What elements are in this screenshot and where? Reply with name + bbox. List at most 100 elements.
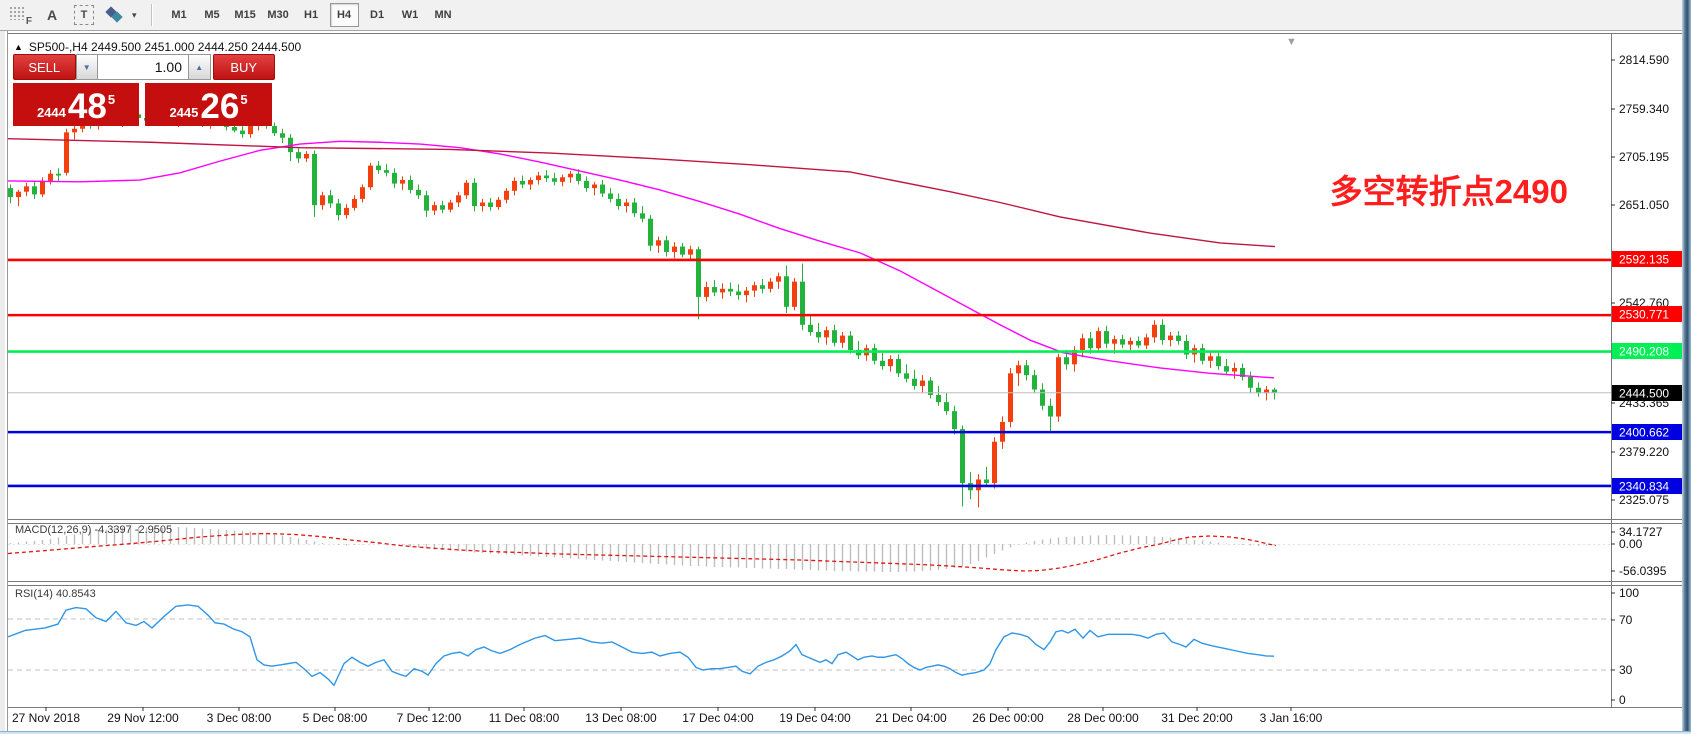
symbol-quote-text: SP500-,H4 2449.500 2451.000 2444.250 244…	[28, 40, 302, 54]
candle-body	[544, 175, 549, 179]
candle-body	[992, 441, 997, 484]
price-tick-label: 2759.340	[1619, 102, 1669, 116]
candle-body	[608, 193, 613, 199]
text-box-icon[interactable]: T	[72, 3, 96, 27]
candle-body	[1184, 340, 1189, 355]
objects-dropdown[interactable]: ▾	[104, 3, 137, 27]
time-tick-label: 19 Dec 04:00	[779, 711, 851, 725]
ma-fast-line	[8, 140, 1275, 379]
timeframe-h4[interactable]: H4	[329, 3, 359, 27]
rsi-indicator-label: RSI(14) 40.8543	[15, 588, 96, 600]
candle-body	[48, 173, 53, 181]
rsi-tick-label: 30	[1619, 663, 1633, 677]
candle-body	[1152, 324, 1157, 338]
buy-price-small: 2445	[169, 105, 199, 120]
buy-price-box[interactable]: 2445 26 5	[145, 83, 272, 126]
candle-body	[240, 130, 245, 135]
price-badge-label: 2444.500	[1619, 387, 1669, 401]
candle-body	[80, 123, 85, 129]
volume-input[interactable]	[98, 54, 188, 80]
candle-body	[296, 152, 301, 159]
candle-body	[232, 126, 237, 131]
candle-body	[848, 335, 853, 350]
collapse-panel-icon[interactable]: ▲	[14, 42, 23, 52]
candle-body	[8, 188, 13, 198]
window-bottom-edge	[0, 731, 1691, 734]
buy-price-big: 26	[200, 87, 240, 126]
candle-body	[712, 287, 717, 293]
sell-price-big: 48	[67, 87, 107, 126]
sell-button[interactable]: SELL	[13, 54, 76, 80]
chart-shift-marker-icon[interactable]: ▼	[1286, 36, 1297, 48]
candle-body	[32, 186, 37, 195]
candle-body	[960, 429, 965, 484]
candle-body	[384, 170, 389, 173]
candle-body	[400, 180, 405, 184]
macd-tick-label: 34.1727	[1619, 525, 1663, 539]
price-badge	[1612, 306, 1682, 322]
timeframe-w1[interactable]: W1	[401, 9, 419, 21]
window-right-edge[interactable]	[1682, 0, 1691, 734]
volume-decrease-button[interactable]: ▼	[75, 54, 98, 80]
candle-body	[24, 186, 29, 192]
timeframe-m30[interactable]: M30	[267, 9, 289, 21]
buy-price-sup: 5	[240, 92, 248, 107]
candle-body	[1136, 340, 1141, 346]
rsi-tick-label: 100	[1619, 586, 1639, 600]
candle-body	[432, 205, 437, 211]
price-badge-label: 2530.771	[1619, 308, 1669, 322]
candle-body	[880, 360, 885, 367]
candle-body	[344, 207, 349, 216]
macd-indicator-label: MACD(12,26,9) -4.3397 -2.9505	[15, 524, 173, 536]
candle-body	[760, 285, 765, 289]
timeframe-mn[interactable]: MN	[434, 9, 452, 21]
diamond-objects-icon	[104, 5, 130, 25]
candle-body	[480, 202, 485, 207]
candle-body	[776, 276, 781, 282]
timeframe-m15[interactable]: M15	[234, 9, 256, 21]
candle-body	[840, 335, 845, 343]
candle-body	[1224, 366, 1229, 372]
candle-body	[736, 291, 741, 296]
grid-dots-icon	[9, 6, 25, 20]
volume-increase-button[interactable]: ▲	[188, 54, 211, 80]
candle-body	[1240, 367, 1245, 377]
timeframe-m5[interactable]: M5	[204, 9, 220, 21]
candle-body	[752, 285, 757, 291]
candle-body	[496, 199, 501, 207]
price-badge	[1612, 424, 1682, 440]
indicator-list-icon[interactable]: F	[8, 4, 32, 27]
timeframe-h1[interactable]: H1	[304, 9, 319, 21]
window-left-edge	[0, 31, 8, 734]
text-label-icon[interactable]: A	[46, 7, 58, 23]
candle-body	[688, 249, 693, 255]
candle-body	[1168, 335, 1173, 341]
candle-body	[1264, 389, 1269, 394]
candle-body	[1088, 338, 1093, 349]
timeframe-d1[interactable]: D1	[370, 9, 385, 21]
candle-body	[320, 195, 325, 206]
candle-body	[280, 133, 285, 138]
candle-body	[872, 348, 877, 361]
buy-button[interactable]: BUY	[212, 54, 275, 80]
candle-body	[744, 290, 749, 296]
candle-body	[456, 195, 461, 203]
candle-body	[312, 153, 317, 206]
candle-body	[304, 153, 309, 159]
candle-body	[624, 202, 629, 207]
candle-body	[448, 202, 453, 210]
candle-body	[328, 195, 333, 204]
sell-price-box[interactable]: 2444 48 5	[13, 83, 139, 126]
time-tick-label: 3 Dec 08:00	[207, 711, 272, 725]
candle-body	[1144, 337, 1149, 346]
toolbar: F A T ▾ M1 M5 M15 M30 H1 H4 D1 W1 MN	[0, 0, 1691, 31]
candle-body	[816, 331, 821, 338]
candle-body	[1024, 365, 1029, 376]
candle-body	[360, 187, 365, 199]
time-tick-label: 5 Dec 08:00	[303, 711, 368, 725]
candle-body	[632, 202, 637, 214]
chart-canvas[interactable]: 2814.5902759.3402705.1952651.0502542.760…	[8, 31, 1682, 731]
timeframe-m1[interactable]: M1	[171, 9, 187, 21]
candle-body	[1080, 338, 1085, 350]
time-tick-label: 28 Dec 00:00	[1067, 711, 1139, 725]
